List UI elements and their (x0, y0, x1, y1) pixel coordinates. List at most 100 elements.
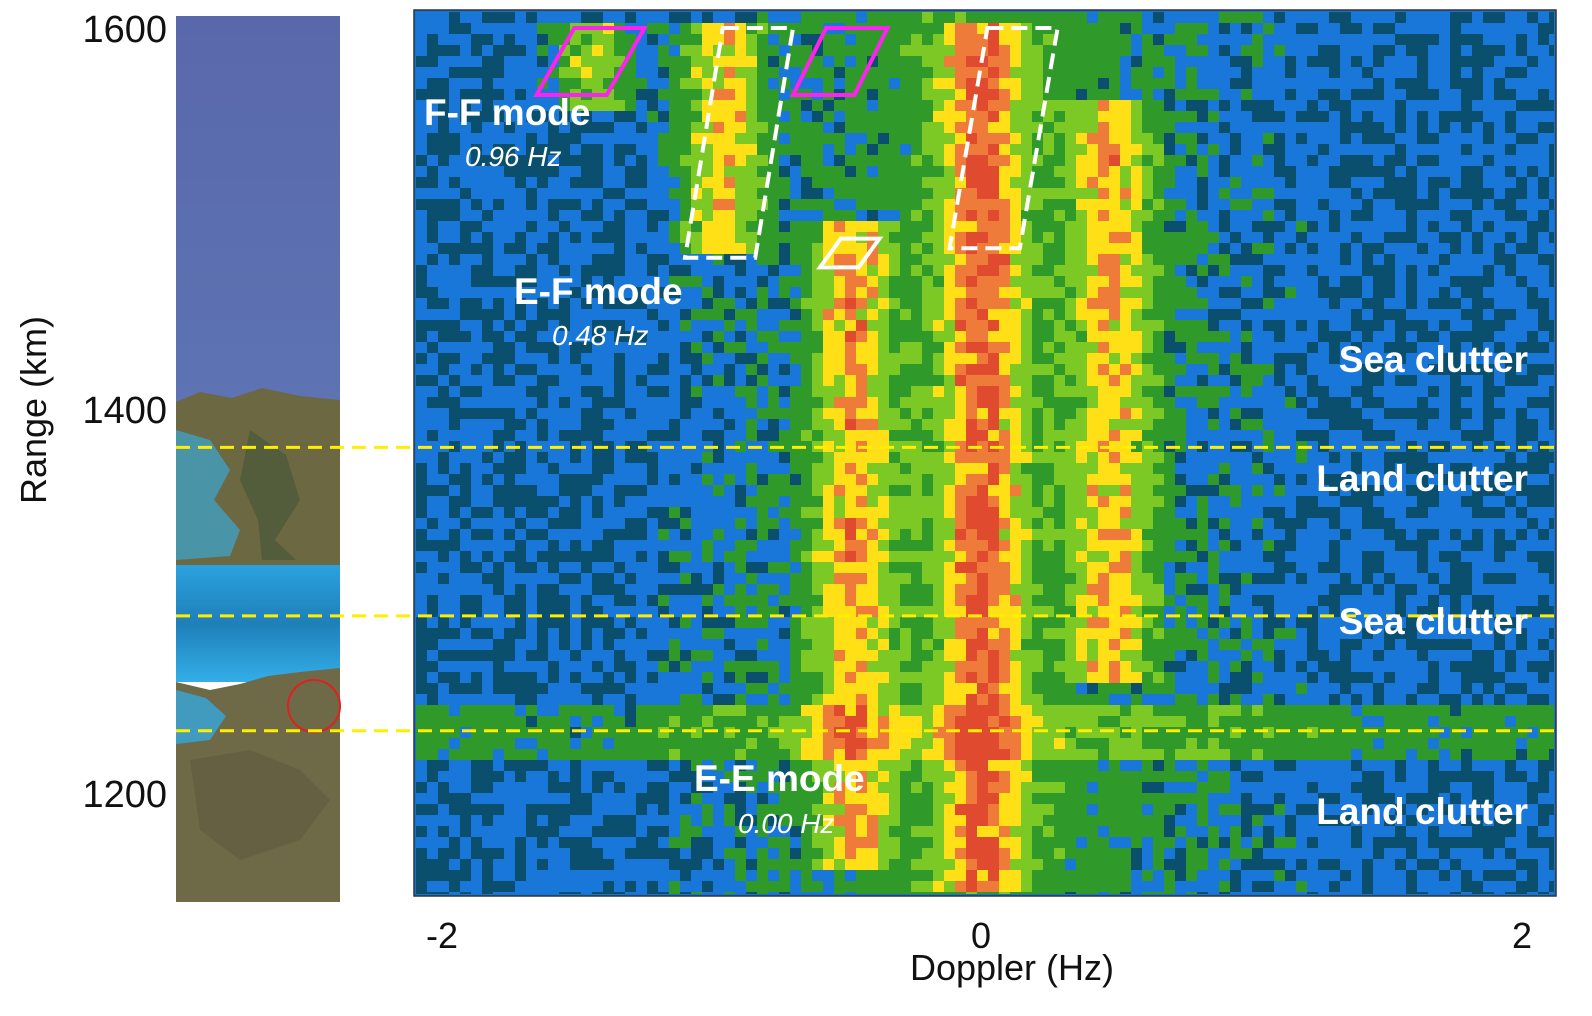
heatmap-cell (834, 430, 845, 441)
heatmap-cell (757, 166, 768, 177)
heatmap-cell (603, 441, 614, 452)
heatmap-cell (1406, 364, 1417, 375)
heatmap-cell (966, 232, 977, 243)
heatmap-cell (1351, 56, 1362, 67)
heatmap-cell (1428, 199, 1439, 210)
heatmap-cell (1219, 485, 1230, 496)
heatmap-cell (735, 375, 746, 386)
heatmap-cell (1439, 210, 1450, 221)
heatmap-cell (834, 386, 845, 397)
heatmap-cell (900, 100, 911, 111)
heatmap-cell (1274, 67, 1285, 78)
heatmap-cell (548, 342, 559, 353)
heatmap-cell (724, 496, 735, 507)
heatmap-cell (460, 320, 471, 331)
heatmap-cell (1395, 309, 1406, 320)
heatmap-cell (1395, 408, 1406, 419)
heatmap-cell (1098, 111, 1109, 122)
heatmap-cell (1549, 331, 1554, 342)
heatmap-cell (471, 188, 482, 199)
heatmap-cell (1131, 529, 1142, 540)
heatmap-cell (647, 276, 658, 287)
heatmap-cell (1065, 397, 1076, 408)
heatmap-cell (1065, 276, 1076, 287)
heatmap-cell (1351, 23, 1362, 34)
heatmap-cell (1329, 298, 1340, 309)
heatmap-cell (1285, 287, 1296, 298)
heatmap-cell (724, 507, 735, 518)
heatmap-cell (1120, 375, 1131, 386)
heatmap-cell (1274, 111, 1285, 122)
heatmap-cell (471, 89, 482, 100)
heatmap-cell (1219, 78, 1230, 89)
heatmap-cell (867, 276, 878, 287)
heatmap-cell (911, 199, 922, 210)
heatmap-cell (658, 45, 669, 56)
heatmap-cell (581, 496, 592, 507)
heatmap-cell (658, 287, 669, 298)
heatmap-cell (1285, 430, 1296, 441)
heatmap-cell (515, 474, 526, 485)
heatmap-cell (493, 23, 504, 34)
heatmap-cell (1219, 166, 1230, 177)
heatmap-cell (1373, 67, 1384, 78)
heatmap-cell (1131, 397, 1142, 408)
heatmap-cell (1318, 100, 1329, 111)
heatmap-cell (482, 177, 493, 188)
heatmap-cell (823, 210, 834, 221)
heatmap-cell (1549, 155, 1554, 166)
heatmap-cell (1285, 496, 1296, 507)
heatmap-cell (1230, 287, 1241, 298)
heatmap-cell (1021, 320, 1032, 331)
heatmap-cell (1538, 67, 1549, 78)
heatmap-cell (1494, 419, 1505, 430)
heatmap-cell (1483, 12, 1494, 23)
heatmap-cell (790, 199, 801, 210)
heatmap-cell (1219, 34, 1230, 45)
heatmap-cell (1010, 166, 1021, 177)
heatmap-cell (1230, 221, 1241, 232)
heatmap-cell (1252, 221, 1263, 232)
heatmap-cell (471, 364, 482, 375)
heatmap-cell (1010, 287, 1021, 298)
heatmap-cell (1076, 89, 1087, 100)
heatmap-cell (735, 188, 746, 199)
heatmap-cell (1340, 166, 1351, 177)
heatmap-cell (1197, 100, 1208, 111)
heatmap-cell (1054, 78, 1065, 89)
heatmap-cell (1549, 507, 1554, 518)
heatmap-cell (1098, 78, 1109, 89)
heatmap-cell (1054, 375, 1065, 386)
heatmap-cell (1285, 529, 1296, 540)
heatmap-cell (944, 463, 955, 474)
heatmap-cell (482, 430, 493, 441)
heatmap-cell (1285, 210, 1296, 221)
heatmap-cell (1472, 298, 1483, 309)
heatmap-cell (1032, 408, 1043, 419)
heatmap-cell (801, 12, 812, 23)
heatmap-cell (1131, 353, 1142, 364)
heatmap-cell (955, 243, 966, 254)
heatmap-cell (889, 265, 900, 276)
heatmap-cell (416, 452, 427, 463)
heatmap-cell (1527, 474, 1538, 485)
heatmap-cell (1450, 199, 1461, 210)
heatmap-cell (1285, 188, 1296, 199)
heatmap-cell (878, 56, 889, 67)
heatmap-cell (1483, 507, 1494, 518)
heatmap-cell (1241, 331, 1252, 342)
heatmap-cell (592, 34, 603, 45)
heatmap-cell (1131, 331, 1142, 342)
heatmap-cell (1241, 430, 1252, 441)
heatmap-cell (504, 111, 515, 122)
heatmap-cell (570, 518, 581, 529)
heatmap-cell (1461, 155, 1472, 166)
heatmap-cell (757, 100, 768, 111)
heatmap-cell (515, 452, 526, 463)
heatmap-cell (691, 34, 702, 45)
heatmap-cell (1153, 518, 1164, 529)
heatmap-cell (1065, 342, 1076, 353)
heatmap-cell (1483, 452, 1494, 463)
heatmap-cell (1384, 430, 1395, 441)
heatmap-cell (1285, 177, 1296, 188)
